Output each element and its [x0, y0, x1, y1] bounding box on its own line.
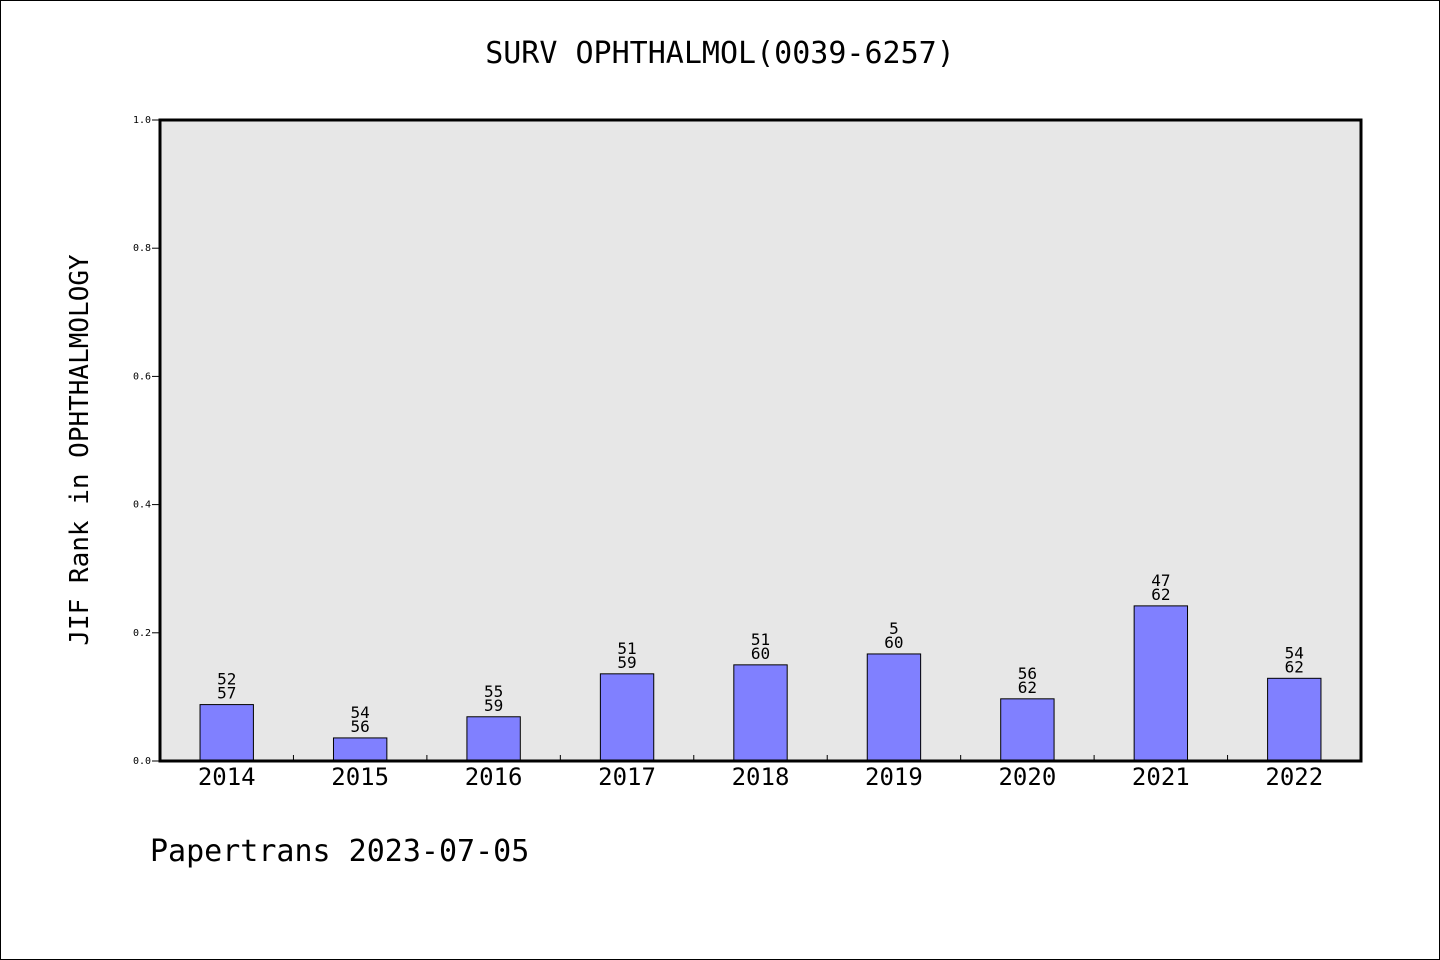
plot-border — [158, 118, 1363, 763]
bar-2022 — [1267, 677, 1322, 762]
bar-label-rank: 5 — [889, 619, 899, 638]
bar-label-rank: 51 — [751, 630, 770, 649]
bar-label-total: 56 — [351, 717, 370, 736]
bar-2014 — [199, 704, 254, 762]
bar-2019 — [866, 653, 922, 762]
x-tick-label: 2020 — [998, 763, 1056, 791]
y-tick-label: 0.4 — [133, 500, 151, 511]
x-tick-label: 2014 — [198, 763, 256, 791]
x-tick-label: 2021 — [1132, 763, 1190, 791]
bar-label-total: 62 — [1285, 657, 1304, 676]
bar-label-total: 60 — [751, 644, 770, 663]
x-tick-label: 2017 — [598, 763, 656, 791]
y-tick-label: 0.0 — [133, 756, 151, 767]
bar-label-rank: 54 — [1285, 643, 1304, 662]
bar-label-total: 60 — [884, 633, 903, 652]
bar-label-total: 59 — [617, 653, 636, 672]
bar-2021 — [1133, 605, 1189, 762]
bar-2016 — [466, 716, 521, 762]
x-tick-label: 2019 — [865, 763, 923, 791]
x-tick-label: 2015 — [331, 763, 389, 791]
y-tick-label: 0.2 — [133, 628, 151, 639]
bar-2015 — [332, 737, 388, 762]
bar-2018 — [733, 664, 788, 762]
x-tick-label: 2016 — [465, 763, 523, 791]
bar-2017 — [599, 673, 655, 762]
footer-credit: Papertrans 2023-07-05 — [150, 834, 530, 869]
bar-label-rank: 56 — [1018, 664, 1037, 683]
bar-label-rank: 47 — [1151, 571, 1170, 590]
x-tick-label: 2018 — [732, 763, 790, 791]
bar-label-rank: 55 — [484, 682, 503, 701]
bar-label-rank: 54 — [351, 703, 370, 722]
bar-label-rank: 52 — [217, 670, 236, 689]
chart-title: SURV OPHTHALMOL(0039-6257) — [485, 36, 955, 71]
bar-label-total: 62 — [1018, 678, 1037, 697]
bar-2020 — [1000, 698, 1055, 762]
bar-label-total: 59 — [484, 696, 503, 715]
bar-label-total: 62 — [1151, 585, 1170, 604]
y-tick-label: 0.8 — [133, 243, 151, 254]
bar-label-total: 57 — [217, 684, 236, 703]
x-tick-label: 2022 — [1265, 763, 1323, 791]
y-tick-label: 0.6 — [133, 371, 151, 382]
y-tick-label: 1.0 — [133, 115, 151, 126]
bar-label-rank: 51 — [617, 639, 636, 658]
